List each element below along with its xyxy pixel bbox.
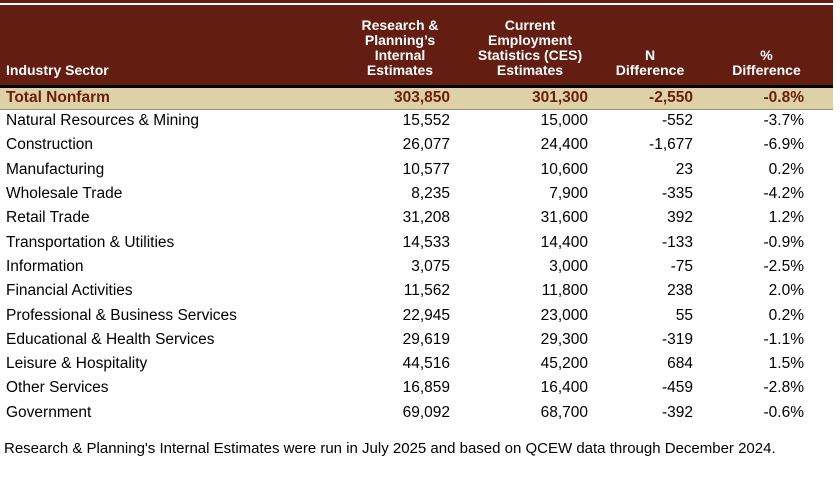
cell-sector: Transportation & Utilities: [6, 233, 175, 251]
cell-pct_diff: -2.5%: [763, 257, 805, 275]
table-row: Financial Activities 11,562 11,800 238 2.0%: [0, 279, 833, 303]
cell-internal: 3,075: [411, 257, 450, 275]
table-row: Government 69,092 68,700 -392 -0.6%: [0, 401, 833, 425]
cell-ces: 11,800: [541, 282, 588, 300]
cell-internal: 10,577: [402, 160, 450, 178]
table-row: Wholesale Trade 8,235 7,900 -335 -4.2%: [0, 182, 833, 206]
cell-internal: 22,945: [402, 306, 450, 324]
cell-sector: Wholesale Trade: [6, 185, 123, 203]
cell-ces: 301,300: [460, 86, 600, 110]
cell-pct_diff: 0.2%: [768, 306, 804, 324]
cell-ces: 23,000: [540, 306, 588, 324]
cell-ces: 24,400: [540, 136, 588, 154]
cell-internal: 26,077: [402, 136, 450, 154]
table-row: Manufacturing 10,577 10,600 23 0.2%: [0, 158, 833, 182]
cell-internal: 69,092: [402, 403, 450, 421]
cell-n_diff: 238: [667, 282, 693, 300]
cell-internal: 31,208: [402, 209, 450, 227]
cell-ces: 14,400: [540, 233, 588, 251]
cell-sector: Professional & Business Services: [6, 306, 237, 324]
cell-pct_diff: -0.9%: [763, 233, 805, 251]
cell-n_diff: -133: [661, 233, 693, 251]
cell-internal: 11,562: [403, 282, 450, 300]
table-row: Retail Trade 31,208 31,600 392 1.2%: [0, 206, 833, 230]
cell-pct_diff: 1.2%: [768, 209, 804, 227]
cell-ces: 10,600: [540, 160, 588, 178]
cell-n_diff: -75: [670, 257, 693, 275]
cell-pct_diff: 1.5%: [768, 355, 804, 373]
cell-internal: 8,235: [411, 185, 450, 203]
cell-n_diff: -2,550: [600, 86, 700, 110]
table-row: Professional & Business Services 22,945 23…: [0, 303, 833, 327]
cell-ces: 29,300: [540, 330, 588, 348]
cell-sector: Total Nonfarm: [0, 86, 340, 110]
cell-n_diff: -1,677: [649, 136, 693, 154]
table-row: Natural Resources & Mining 15,552 15,000 -5…: [0, 109, 833, 133]
table-row: Construction 26,077 24,400 -1,677 -6.9%: [0, 133, 833, 157]
cell-n_diff: -459: [661, 379, 693, 397]
cell-n_diff: 55: [675, 306, 693, 324]
cell-sector: Financial Activities: [6, 282, 133, 300]
cell-ces: 7,900: [549, 185, 588, 203]
table-row: Educational & Health Services 29,619 29,30…: [0, 328, 833, 352]
cell-internal: 14,533: [402, 233, 450, 251]
cell-pct_diff: -0.6%: [763, 403, 805, 421]
cell-pct_diff: -4.2%: [763, 185, 805, 203]
footnote: Research & Planning's Internal Estimates…: [4, 439, 776, 457]
cell-ces: 3,000: [549, 257, 588, 275]
cell-pct_diff: -6.9%: [763, 136, 805, 154]
cell-sector: Other Services: [6, 379, 109, 397]
cell-sector: Educational & Health Services: [6, 330, 215, 348]
table-row: Other Services 16,859 16,400 -459 -2.8%: [0, 376, 833, 400]
cell-n_diff: -335: [661, 185, 693, 203]
total-nonfarm-row: Total Nonfarm 303,850 301,300 -2,550 -0.8%: [0, 86, 833, 110]
header-row: Industry Sector Research & Planning’s In…: [0, 5, 833, 88]
table-row: Information 3,075 3,000 -75 -2.5%: [0, 255, 833, 279]
cell-pct_diff: -2.8%: [763, 379, 805, 397]
estimates-comparison-table: Industry Sector Research & Planning’s In…: [0, 5, 833, 425]
cell-ces: 68,700: [540, 403, 588, 421]
cell-internal: 29,619: [402, 330, 450, 348]
cell-pct_diff: -0.8%: [700, 86, 833, 110]
header-internal-estimates: Research & Planning’s Internal Estimates: [340, 5, 460, 88]
top-border-rule: [0, 0, 833, 3]
cell-n_diff: 684: [667, 355, 693, 373]
cell-sector: Information: [6, 257, 84, 275]
cell-internal: 15,552: [402, 112, 450, 130]
cell-sector: Leisure & Hospitality: [6, 355, 148, 373]
cell-sector: Natural Resources & Mining: [6, 112, 199, 130]
header-pct-difference: % Difference: [700, 5, 833, 88]
cell-internal: 303,850: [340, 86, 460, 110]
header-ces-estimates: Current Employment Statistics (CES) Esti…: [460, 5, 600, 88]
cell-n_diff: -552: [661, 112, 693, 130]
cell-internal: 44,516: [402, 355, 450, 373]
cell-internal: 16,859: [402, 379, 450, 397]
cell-ces: 15,000: [540, 112, 588, 130]
header-industry-sector: Industry Sector: [0, 5, 340, 88]
cell-pct_diff: -3.7%: [763, 112, 805, 130]
cell-ces: 16,400: [540, 379, 588, 397]
cell-sector: Retail Trade: [6, 209, 90, 227]
table-row: Transportation & Utilities 14,533 14,400 -1…: [0, 230, 833, 254]
cell-pct_diff: 0.2%: [768, 160, 804, 178]
table-body: Total Nonfarm 303,850 301,300 -2,550 -0.8% Na…: [0, 86, 833, 425]
cell-sector: Manufacturing: [6, 160, 105, 178]
cell-pct_diff: 2.0%: [768, 282, 804, 300]
cell-n_diff: 392: [667, 209, 693, 227]
cell-n_diff: -319: [661, 330, 693, 348]
cell-ces: 31,600: [540, 209, 588, 227]
table-header: Industry Sector Research & Planning’s In…: [0, 5, 833, 88]
cell-ces: 45,200: [540, 355, 588, 373]
cell-sector: Construction: [6, 136, 94, 154]
cell-sector: Government: [6, 403, 92, 421]
cell-n_diff: -392: [661, 403, 693, 421]
header-n-difference: N Difference: [600, 5, 700, 88]
cell-n_diff: 23: [675, 160, 693, 178]
table-row: Leisure & Hospitality 44,516 45,200 684 1.5%: [0, 352, 833, 376]
cell-pct_diff: -1.1%: [763, 330, 805, 348]
top-gap: [0, 3, 833, 5]
